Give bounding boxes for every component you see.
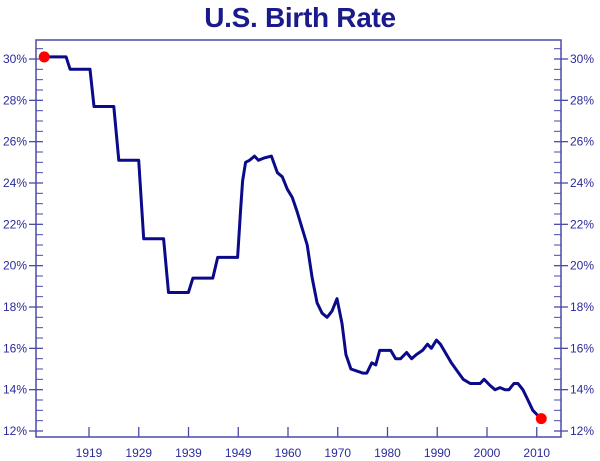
endpoint-marker bbox=[38, 51, 50, 63]
y-tick-label: 12% bbox=[570, 424, 594, 438]
y-tick-label: 26% bbox=[3, 135, 27, 149]
y-tick-label: 24% bbox=[570, 176, 594, 190]
x-tick-label: 1960 bbox=[275, 446, 302, 460]
plot-frame bbox=[35, 39, 562, 438]
plot-border bbox=[35, 39, 562, 438]
x-tick-label: 2010 bbox=[523, 446, 550, 460]
x-tick-label: 1939 bbox=[175, 446, 202, 460]
birth-rate-line bbox=[42, 55, 543, 421]
y-tick-label: 20% bbox=[570, 259, 594, 273]
x-tick-label: 1990 bbox=[424, 446, 451, 460]
x-axis: 1919 1929 1939 1949 1960 1970 1980 1990 2000 2010 bbox=[76, 427, 550, 460]
x-tick-label: 1949 bbox=[225, 446, 252, 460]
x-tick-label: 1919 bbox=[76, 446, 103, 460]
y-tick-label: 14% bbox=[3, 383, 27, 397]
endpoint-marker bbox=[535, 413, 547, 425]
y-tick-label: 14% bbox=[570, 383, 594, 397]
y-tick-label: 16% bbox=[570, 341, 594, 355]
y-tick-label: 12% bbox=[3, 424, 27, 438]
y-tick-label: 18% bbox=[570, 300, 594, 314]
y-tick-label: 22% bbox=[570, 217, 594, 231]
y-tick-label: 30% bbox=[570, 52, 594, 66]
y-tick-label: 26% bbox=[570, 135, 594, 149]
y-tick-label: 16% bbox=[3, 341, 27, 355]
y-tick-label: 30% bbox=[3, 52, 27, 66]
endpoint-markers bbox=[38, 51, 547, 425]
x-tick-label: 1970 bbox=[324, 446, 351, 460]
y-tick-label: 20% bbox=[3, 259, 27, 273]
x-tick-label: 1980 bbox=[374, 446, 401, 460]
y-tick-label: 22% bbox=[3, 217, 27, 231]
x-tick-label: 2000 bbox=[474, 446, 501, 460]
x-tick-label: 1929 bbox=[125, 446, 152, 460]
chart-title: U.S. Birth Rate bbox=[204, 2, 396, 33]
y-tick-label: 18% bbox=[3, 300, 27, 314]
y-tick-label: 24% bbox=[3, 176, 27, 190]
y-tick-label: 28% bbox=[3, 93, 27, 107]
y-tick-label: 28% bbox=[570, 93, 594, 107]
y-axis-left: 12% 14% 16% 18% 20% 22% 24% 26% 28% 30% bbox=[3, 48, 43, 438]
y-axis-right: 12% 14% 16% 18% 20% 22% 24% 26% 28% 30% bbox=[554, 48, 594, 438]
